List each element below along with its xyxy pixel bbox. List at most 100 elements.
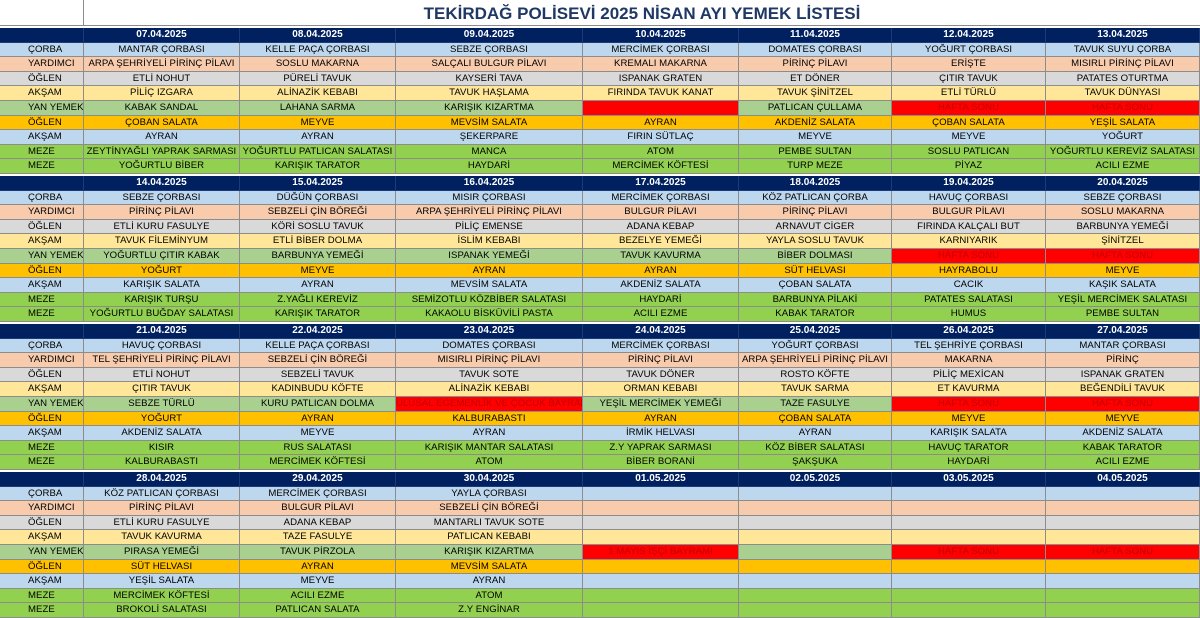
menu-cell: ARPA ŞEHRİYELİ PİRİNÇ PİLAVI [84,57,240,72]
menu-cell [583,559,739,575]
menu-cell [1046,574,1200,589]
menu-cell: AKDENİZ SALATA [84,426,240,441]
row-label: ÖĞLEN [0,115,84,131]
menu-cell: PİLİÇ MEXİCAN [892,367,1046,383]
menu-cell: ARPA ŞEHRİYELİ PİRİNÇ PİLAVI [739,353,892,368]
menu-cell: KREMALI MAKARNA [583,57,739,72]
row-label: ÖĞLEN [0,263,84,279]
row-label: ÇORBA [0,42,84,58]
row-label: MEZE [0,440,84,456]
menu-cell [739,559,892,575]
menu-cell: YOĞURT ÇORBASI [892,42,1046,58]
menu-cell: KARIŞIK TARATOR [240,159,396,174]
menu-cell: KARIŞIK MANTAR SALATASI [396,440,583,456]
menu-cell: YOĞURT [84,411,240,427]
menu-cell: BİBER BORANİ [583,455,739,470]
menu-cell: KURU PATLICAN DOLMA [240,397,396,412]
menu-cell: MEVSİM SALATA [396,278,583,293]
menu-cell: BARBUNYA YEMEĞİ [1046,219,1200,235]
menu-cell [1046,603,1200,618]
menu-cell: SEBZE ÇORBASI [84,190,240,206]
menu-cell: SEBZE ÇORBASI [1046,190,1200,206]
row-label: MEZE [0,455,84,470]
menu-cell: YOĞURT [84,263,240,279]
menu-cell: ERİŞTE [892,57,1046,72]
menu-cell: HAFTA SONU [1046,101,1200,116]
menu-cell: HAYRABOLU [892,263,1046,279]
row-label: ÖĞLEN [0,71,84,87]
menu-cell: SOSLU MAKARNA [1046,205,1200,220]
menu-cell: TAVUK KAVURMA [84,530,240,545]
row-label: ÖĞLEN [0,411,84,427]
menu-cell: MERCİMEK ÇORBASI [583,190,739,206]
menu-cell [739,603,892,618]
row-label: ÖĞLEN [0,367,84,383]
menu-cell: MANTAR ÇORBASI [84,42,240,58]
row-label: MEZE [0,588,84,604]
menu-cell: TAVUK SARMA [739,382,892,397]
menu-cell: HAFTA SONU [1046,249,1200,264]
row-label: AKŞAM [0,426,84,441]
menu-cell: CACIK [892,278,1046,293]
page-title: TEKİRDAĞ POLİSEVİ 2025 NİSAN AYI YEMEK L… [84,0,1200,26]
week-header-corner [0,176,84,191]
menu-cell: HAVUÇ ÇORBASI [84,338,240,354]
date-header: 04.05.2025 [1046,472,1200,487]
menu-cell: PEMBE SULTAN [1046,307,1200,322]
menu-cell: ACILI EZME [1046,159,1200,174]
menu-cell: KÖRİ SOSLU TAVUK [240,219,396,235]
menu-cell: SEBZELİ ÇİN BÖREĞİ [240,353,396,368]
menu-cell: KÖZ PATLICAN ÇORBA [739,190,892,206]
menu-cell: KARIŞIK SALATA [84,278,240,293]
menu-cell: SEBZELİ TAVUK [240,367,396,383]
row-label: YARDIMCI [0,205,84,220]
menu-cell: YOĞURT [1046,130,1200,145]
row-label: MEZE [0,144,84,160]
menu-cell: ACILI EZME [1046,455,1200,470]
menu-cell [583,501,739,516]
row-label: YARDIMCI [0,57,84,72]
menu-cell: TURP MEZE [739,159,892,174]
menu-cell: AYRAN [240,278,396,293]
menu-cell: İRMİK HELVASI [583,426,739,441]
menu-cell: AYRAN [396,263,583,279]
menu-cell: MEVSİM SALATA [396,559,583,575]
menu-cell: FIRINDA KALÇALI BUT [892,219,1046,235]
menu-cell: SALÇALI BULGUR PİLAVI [396,57,583,72]
menu-cell: PİLİÇ IZGARA [84,86,240,101]
menu-cell [583,603,739,618]
menu-cell: Z.Y ENGİNAR [396,603,583,618]
menu-cell [892,574,1046,589]
menu-cell: KARIŞIK KIZARTMA [396,545,583,560]
menu-cell: MANTAR ÇORBASI [1046,338,1200,354]
menu-cell: KÖZ BİBER SALATASI [739,440,892,456]
row-label: AKŞAM [0,130,84,145]
row-label: ÇORBA [0,486,84,502]
menu-cell: MEYVE [240,426,396,441]
menu-cell: ÇITIR TAVUK [84,382,240,397]
date-header: 07.04.2025 [84,28,240,43]
menu-cell: PEMBE SULTAN [739,144,892,160]
menu-cell: YOĞURTLU BİBER [84,159,240,174]
menu-cell: MAKARNA [892,353,1046,368]
menu-cell: SEBZELİ ÇİN BÖREĞİ [240,205,396,220]
menu-cell [892,530,1046,545]
row-label: ÇORBA [0,338,84,354]
date-header: 27.04.2025 [1046,324,1200,339]
menu-cell: BEĞENDİLİ TAVUK [1046,382,1200,397]
date-header: 12.04.2025 [892,28,1046,43]
menu-cell: TAZE FASULYE [240,530,396,545]
date-header: 22.04.2025 [240,324,396,339]
date-header: 30.04.2025 [396,472,583,487]
menu-cell: ÇOBAN SALATA [739,278,892,293]
menu-cell: YOĞURTLU ÇITIR KABAK [84,249,240,264]
menu-cell: ACILI EZME [583,307,739,322]
menu-cell: KALBURABASTI [396,411,583,427]
menu-cell: ŞİNİTZEL [1046,234,1200,249]
menu-cell: ETLİ TÜRLÜ [892,86,1046,101]
menu-cell: KARIŞIK SALATA [892,426,1046,441]
menu-cell: Z.Y YAPRAK SARMASI [583,440,739,456]
menu-cell: YAYLA ÇORBASI [396,486,583,502]
menu-cell: PATLICAN KEBABI [396,530,583,545]
